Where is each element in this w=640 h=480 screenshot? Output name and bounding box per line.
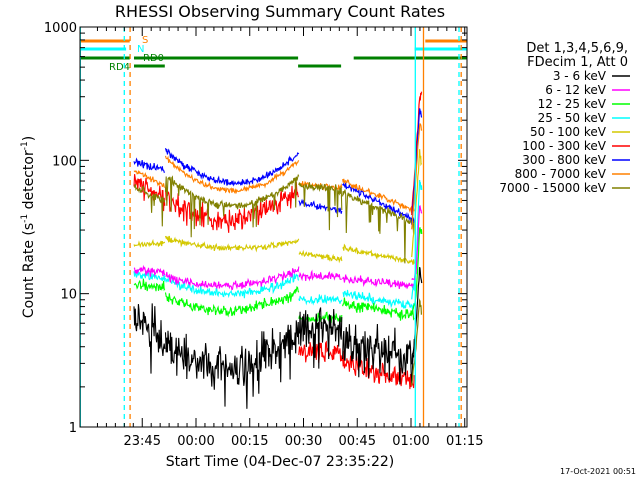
series-line-12-25-kev-seg2: [164, 285, 300, 318]
series-line-100-300-kev-seg3: [298, 340, 343, 363]
series-line-25-50-kev-seg1: [133, 269, 166, 282]
legend-label-3: 12 - 25 keV: [538, 97, 607, 111]
series-line-6-12-kev-seg1: [133, 264, 166, 277]
flare-line-6-12-kev: [411, 205, 423, 281]
series-line-6-12-kev-seg4: [342, 274, 415, 290]
x-tick-label-3: 00:15: [231, 434, 268, 449]
series-line-6-12-kev-seg3: [298, 269, 342, 282]
flare-line-3-6-kev: [411, 267, 423, 365]
series-line-7000-15000-kev-seg2: [164, 173, 300, 238]
y-tick-label-1: 1: [69, 421, 77, 436]
series-line-50-100-kev-seg1: [133, 238, 166, 248]
series-line-300-800-kev-seg3: [298, 198, 343, 214]
y-label-part-2: detector: [21, 150, 37, 214]
series-line-3-6-kev-seg1: [133, 303, 166, 374]
series-line-100-300-kev-seg1: [133, 174, 166, 212]
y-axis-label: Count Rate (s-1 detector-1): [20, 136, 37, 318]
data-layer: [133, 91, 423, 409]
x-tick-label-4: 00:30: [285, 434, 322, 449]
series-line-100-300-kev-seg2: [164, 182, 299, 233]
x-tick-label-1: 23:45: [124, 434, 161, 449]
x-tick-label-6: 01:00: [392, 434, 429, 449]
legend-label-2: 6 - 12 keV: [545, 83, 607, 97]
series-line-7000-15000-kev-seg4: [342, 189, 415, 264]
series-line-12-25-kev-seg4: [342, 297, 415, 321]
series-line-3-6-kev-seg3: [298, 307, 343, 369]
series-line-6-12-kev-seg2: [165, 266, 300, 291]
x-tick-label-7: 01:15: [446, 434, 483, 449]
legend-header-line-1: Det 1,3,4,5,6,9,: [526, 41, 628, 56]
legend-label-1: 3 - 6 keV: [553, 69, 607, 83]
series-line-3-6-kev-seg2: [164, 320, 300, 409]
footer-timestamp: 17-Oct-2021 00:51: [560, 467, 636, 476]
series-line-800-7000-kev-seg2: [164, 155, 300, 195]
flag-label-n: N: [137, 44, 144, 55]
legend: Det 1,3,4,5,6,9, FDecim 1, Att 0 3 - 6 k…: [499, 41, 630, 195]
series-line-25-50-kev-seg3: [298, 294, 343, 306]
flare-line-12-25-kev: [411, 227, 423, 314]
flag-label-rd0: RD0: [143, 53, 164, 64]
series-line-300-800-kev-seg4: [342, 182, 415, 224]
flare-line-50-100-kev: [411, 149, 422, 258]
series-line-300-800-kev-seg2: [164, 148, 300, 187]
series-line-50-100-kev-seg3: [298, 249, 343, 264]
series-line-25-50-kev-seg4: [342, 289, 415, 311]
x-axis-label: Start Time (04-Dec-07 23:35:22): [166, 454, 394, 470]
y-tick-label-3: 100: [52, 154, 77, 169]
series-line-12-25-kev-seg1: [133, 278, 166, 292]
legend-label-6: 100 - 300 keV: [522, 139, 606, 153]
flare-line-800-7000-kev: [411, 123, 423, 230]
flare-line-7000-15000-kev: [411, 298, 422, 386]
y-tick-label-4: 1000: [44, 21, 77, 36]
legend-header-line-2: FDecim 1, Att 0: [527, 55, 628, 70]
series-line-50-100-kev-seg2: [164, 235, 300, 253]
series-line-100-300-kev-seg4: [342, 350, 415, 390]
series-line-7000-15000-kev-seg1: [133, 184, 166, 227]
flag-label-rd4: RD4: [109, 62, 130, 73]
series-line-800-7000-kev-seg4: [342, 178, 415, 214]
series-line-800-7000-kev-seg1: [133, 169, 166, 188]
legend-label-8: 800 - 7000 keV: [515, 167, 607, 181]
series-line-50-100-kev-seg4: [342, 243, 415, 265]
flare-line-300-800-kev: [411, 108, 423, 225]
legend-label-7: 300 - 800 keV: [522, 153, 606, 167]
series-line-7000-15000-kev-seg3: [298, 182, 343, 231]
y-label-part-3: ): [21, 136, 37, 141]
y-tick-label-2: 10: [60, 288, 77, 303]
x-tick-label-5: 00:45: [339, 434, 376, 449]
x-tick-label-2: 00:00: [177, 434, 214, 449]
legend-label-9: 7000 - 15000 keV: [499, 181, 606, 195]
y-label-part-1: Count Rate (s: [21, 223, 37, 318]
series-line-3-6-kev-seg4: [342, 323, 415, 385]
plot-frame: [79, 26, 468, 428]
series-line-300-800-kev-seg1: [133, 157, 166, 174]
chart-title: RHESSI Observing Summary Count Rates: [115, 2, 445, 21]
y-label-sup-1: -1: [20, 214, 30, 223]
y-label-sup-2: -1: [20, 141, 30, 150]
series-line-25-50-kev-seg2: [164, 273, 300, 299]
legend-label-5: 50 - 100 keV: [530, 125, 607, 139]
legend-label-4: 25 - 50 keV: [538, 111, 607, 125]
flare-line-25-50-kev: [411, 179, 423, 300]
axes: 23:45 00:00 00:15 00:30 00:45 01:00 01:15 1 10 10…: [44, 21, 484, 449]
flag-label-s: S: [142, 35, 148, 46]
